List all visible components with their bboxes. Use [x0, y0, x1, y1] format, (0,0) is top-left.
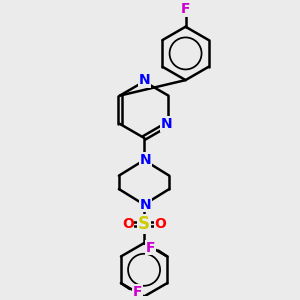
Text: O: O	[154, 217, 166, 231]
Text: O: O	[122, 217, 134, 231]
Text: F: F	[133, 285, 142, 299]
Text: F: F	[146, 241, 156, 255]
Text: S: S	[138, 215, 150, 233]
Text: F: F	[181, 2, 190, 16]
Text: N: N	[161, 117, 173, 131]
Text: N: N	[138, 73, 150, 87]
Text: N: N	[140, 198, 152, 212]
Text: N: N	[140, 153, 152, 167]
